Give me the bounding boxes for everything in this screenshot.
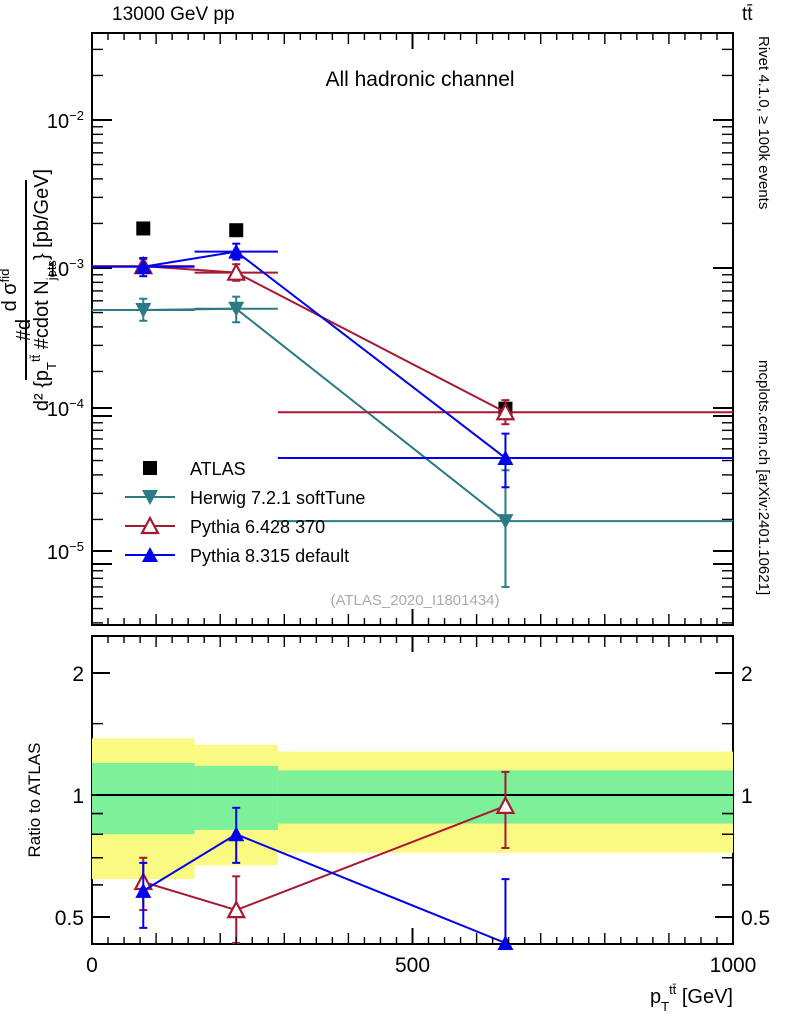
ylabel-denominator: d² {p <box>31 370 53 411</box>
ylabel-den-sub: T <box>44 362 59 370</box>
data-point <box>135 303 152 319</box>
ratio-data-point <box>135 882 152 898</box>
x-tick-label: 1000 <box>710 954 757 977</box>
main-ytick-label-3: 10−5 <box>47 539 84 564</box>
ratio-y-ticks: 2 2 1 1 0.5 0.5 <box>55 663 770 930</box>
series-line <box>143 265 506 414</box>
x-axis-label: pTtt̄ [GeV] <box>650 982 733 1014</box>
ratio-ytick-label-right: 2 <box>741 663 753 686</box>
ylabel-den-sup: tt̄ <box>28 354 43 362</box>
ratio-data-point <box>226 899 247 919</box>
ratio-ytick-label-left: 2 <box>72 663 84 686</box>
ylabel-prefix: #d <box>13 319 35 341</box>
ratio-data-point <box>228 826 245 842</box>
main-data-layer <box>92 221 733 588</box>
legend-marker <box>142 547 158 562</box>
main-y-minor-ticks <box>92 48 733 624</box>
ylabel-close: } [pb/GeV] <box>31 169 53 260</box>
ylabel-numerator-sup: fid <box>0 269 12 283</box>
data-point <box>226 262 247 281</box>
x-tick-label: 500 <box>395 954 430 977</box>
data-point <box>136 221 151 236</box>
ratio-band-inner <box>92 762 195 835</box>
data-point <box>229 223 244 238</box>
legend-marker <box>140 515 160 535</box>
ratio-x-ticks <box>91 636 734 944</box>
header-left-text: 13000 GeV pp <box>112 4 235 25</box>
data-point <box>497 450 514 466</box>
legend-label: Pythia 8.315 default <box>190 546 349 566</box>
ratio-uncertainty-bands <box>92 738 733 880</box>
main-ytick-label-1: 10−3 <box>47 256 84 281</box>
legend-marker <box>143 461 157 475</box>
analysis-watermark: (ATLAS_2020_I1801434) <box>330 592 499 609</box>
legend-label: ATLAS <box>190 459 246 479</box>
svg-text:d σfid: d σfid <box>0 269 21 312</box>
ratio-ytick-label-right: 0.5 <box>741 907 770 930</box>
ylabel-numerator: d σ <box>0 282 21 312</box>
header-right: tt̄ <box>742 4 753 26</box>
data-point <box>495 401 516 421</box>
ratio-ytick-label-left: 1 <box>72 785 84 808</box>
data-point <box>228 301 245 317</box>
main-ylabel: #d <box>13 319 35 341</box>
main-x-ticks <box>91 33 734 625</box>
main-ytick-label-2: 10−4 <box>47 396 84 421</box>
data-point <box>135 258 152 274</box>
plot-title: All hadronic channel <box>325 68 514 91</box>
data-point <box>228 243 245 259</box>
header-right-text: tt̄ <box>742 4 753 25</box>
main-ytick-label-0: 10−2 <box>47 108 84 133</box>
svg-text:d² {pTtt̄ #cdot Njets} [pb/GeV: d² {pTtt̄ #cdot Njets} [pb/GeV] <box>28 169 59 411</box>
header-left: 13000 GeV pp <box>112 4 235 26</box>
svg-text:#d: #d <box>13 319 35 341</box>
ratio-ytick-label-right: 1 <box>741 785 753 808</box>
legend-label: Pythia 6.428 370 <box>190 517 325 537</box>
x-tick-labels: 0 500 1000 <box>86 954 756 977</box>
ratio-ylabel: Ratio to ATLAS <box>25 743 44 858</box>
ylabel-den-rest: #cdot N <box>31 280 53 354</box>
ratio-data-layer <box>133 770 516 950</box>
legend-label: Herwig 7.2.1 softTune <box>190 488 365 508</box>
data-point <box>497 514 514 530</box>
legend-marker <box>142 490 158 505</box>
ratio-ylabel-text: Ratio to ATLAS <box>25 743 44 858</box>
ratio-ytick-label-left: 0.5 <box>55 907 84 930</box>
ylabel-den-rest-sub: jets <box>44 260 59 282</box>
main-ylabel-fraction: d σfid d² {pTtt̄ #cdot Njets} [pb/GeV] <box>0 169 59 411</box>
series-line <box>143 250 507 459</box>
legend: ATLAS Herwig 7.2.1 softTune Pythia 6.428 3… <box>125 459 365 566</box>
ratio-data-point <box>497 935 514 950</box>
ratio-data-point <box>495 795 516 814</box>
x-tick-label: 0 <box>86 954 98 977</box>
main-plot-frame <box>91 32 734 626</box>
